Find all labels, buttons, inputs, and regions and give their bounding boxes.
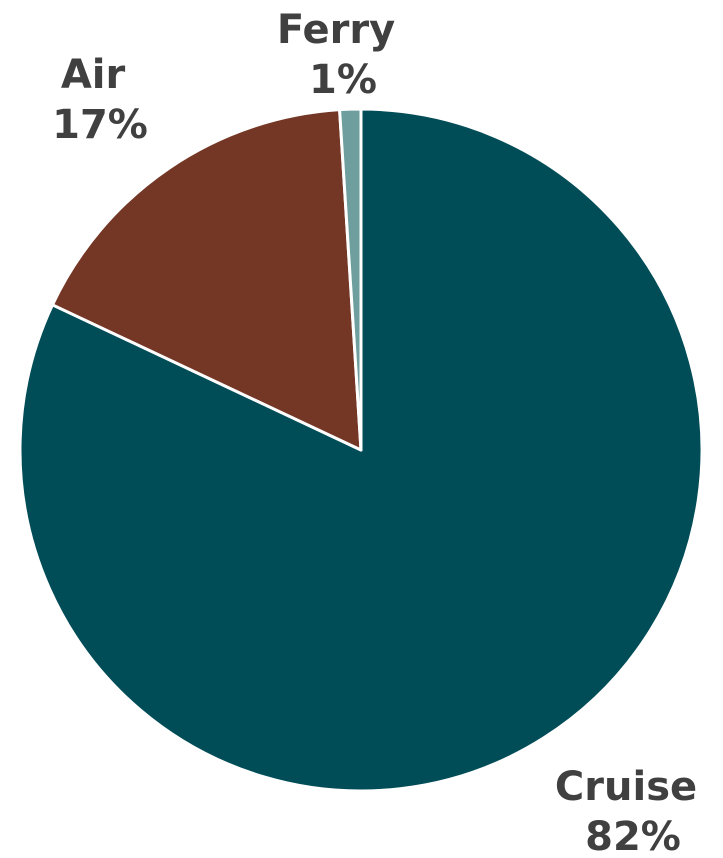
slice-label-ferry-value: 1%: [309, 57, 377, 103]
pie-slice-ferry: [338, 107, 363, 452]
slice-label-ferry: Ferry 1%: [277, 7, 409, 103]
slice-label-air-value: 17%: [52, 102, 148, 148]
pie-slices: [18, 107, 704, 793]
slice-label-cruise-value: 82%: [585, 814, 681, 858]
slice-label-air: Air 17%: [52, 52, 148, 148]
slice-label-cruise: Cruise 82%: [555, 764, 711, 858]
pie-labels: Cruise 82% Air 17% Ferry 1%: [52, 7, 711, 858]
slice-label-air-name: Air: [61, 52, 126, 98]
slice-label-ferry-name: Ferry: [277, 7, 395, 53]
slice-label-cruise-name: Cruise: [555, 764, 697, 810]
pie-slice-air: [50, 108, 363, 452]
